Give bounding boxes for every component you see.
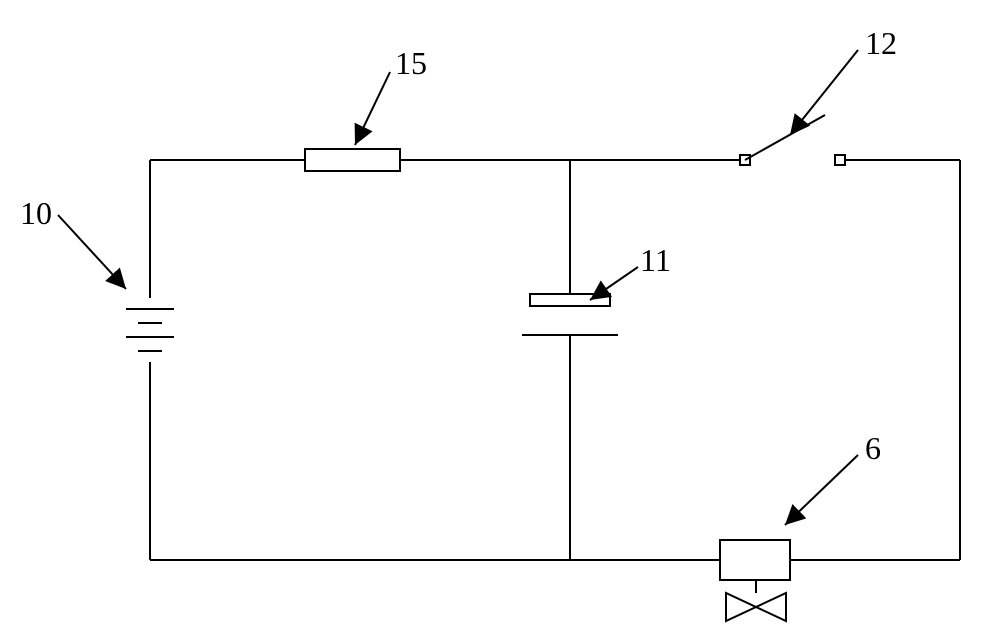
- label-valve: 6: [865, 430, 881, 467]
- label-battery: 10: [20, 195, 52, 232]
- circuit-schematic: [0, 0, 1000, 637]
- label-switch: 12: [865, 25, 897, 62]
- label-resistor: 15: [395, 45, 427, 82]
- label-capacitor: 11: [640, 242, 671, 279]
